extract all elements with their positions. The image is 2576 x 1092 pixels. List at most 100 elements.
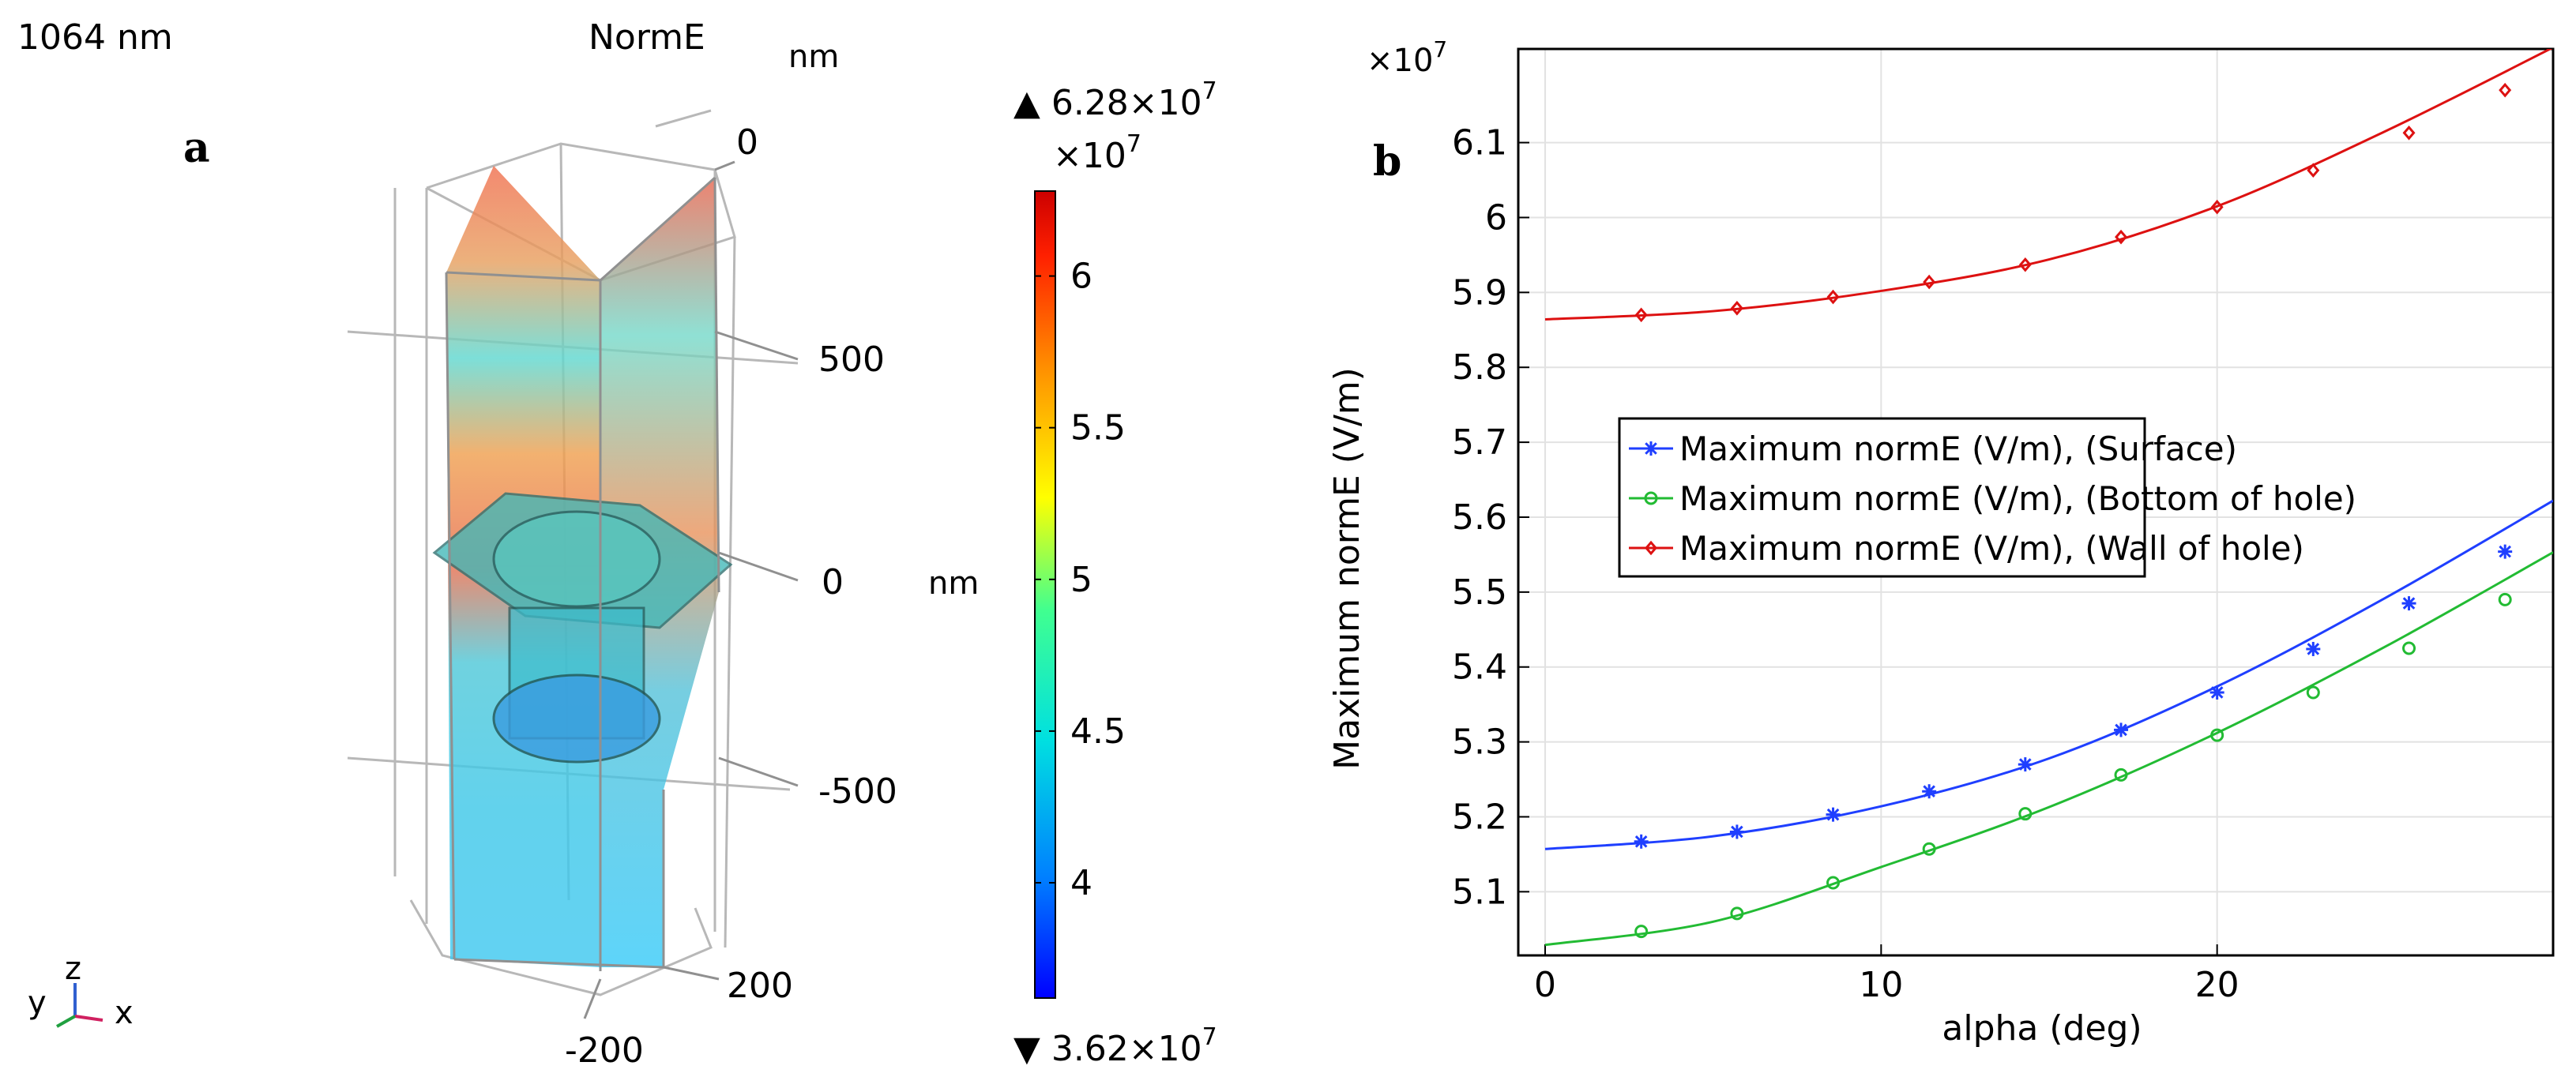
data-point-circle bbox=[2402, 641, 2416, 655]
data-point-asterisk bbox=[1729, 824, 1744, 839]
colorbar-tick-label: 6 bbox=[1070, 257, 1092, 297]
triad-x-axis bbox=[74, 1015, 103, 1022]
data-point-diamond bbox=[2210, 199, 2224, 215]
data-point-diamond bbox=[2018, 257, 2032, 272]
colorbar-tick-label: 4.5 bbox=[1070, 711, 1126, 752]
data-point-stroke bbox=[1645, 442, 1657, 455]
data-point-asterisk bbox=[1826, 807, 1841, 822]
data-point-stroke bbox=[1923, 785, 1935, 798]
colorbar-min-label: ▼ 3.62×107 bbox=[1013, 1023, 1217, 1069]
data-point-diamond bbox=[1645, 540, 1657, 556]
data-point-circle bbox=[2306, 685, 2320, 700]
x-tick-label: 10 bbox=[1859, 965, 1903, 1005]
data-point-circle bbox=[2018, 807, 2033, 821]
plot-frame bbox=[1517, 47, 2555, 957]
triad-y-axis bbox=[56, 1015, 76, 1028]
data-point-circle bbox=[2498, 592, 2512, 606]
data-point-circle bbox=[1730, 906, 1744, 921]
data-point-circle bbox=[2114, 767, 2128, 782]
hole-top-rim bbox=[492, 510, 661, 608]
data-point-diamond bbox=[1730, 300, 1743, 316]
y-tick-label: 5.8 bbox=[1452, 347, 1507, 388]
y-tick-label: 5.6 bbox=[1452, 497, 1507, 538]
legend-box bbox=[1618, 417, 2146, 578]
axis-leader-lines bbox=[583, 160, 799, 1019]
data-point-diamond bbox=[1826, 289, 1840, 305]
data-point-asterisk bbox=[2209, 685, 2224, 700]
colorbar: ▲ 6.28×107 ×107 6 5.5 5 4.5 4 ▼ 3.62×107 bbox=[1013, 77, 1217, 1069]
data-point-stroke bbox=[1634, 835, 1648, 848]
data-point-asterisk bbox=[1922, 784, 1937, 799]
data-point-stroke bbox=[2019, 758, 2032, 771]
series-line bbox=[1544, 49, 2553, 321]
data-point-circle bbox=[1826, 876, 1841, 890]
data-point-asterisk bbox=[2114, 722, 2129, 737]
data-point-diamond bbox=[2115, 229, 2128, 245]
axis-tick-z-500: -500 bbox=[818, 771, 897, 812]
colorbar-tick-label: 4 bbox=[1070, 863, 1092, 903]
series-line bbox=[1544, 499, 2553, 850]
axis-tick-x200: 200 bbox=[727, 966, 793, 1006]
data-point-asterisk bbox=[2018, 757, 2033, 772]
data-point-stroke bbox=[2402, 597, 2416, 610]
wavelength-label: 1064 nm bbox=[17, 17, 173, 58]
x-tick-label: 0 bbox=[1534, 965, 1556, 1005]
colorbar-ticks: 6 5.5 5 4.5 4 bbox=[1035, 257, 1126, 903]
series-surface bbox=[1544, 499, 2553, 850]
y-tick-label: 5.7 bbox=[1452, 422, 1507, 463]
y-tick-label: 5.1 bbox=[1452, 872, 1507, 912]
axis-tick-z0: 0 bbox=[822, 562, 844, 602]
unit-top: nm bbox=[788, 39, 839, 75]
plot-title: NormE bbox=[589, 17, 705, 58]
y-tick-label: 5.5 bbox=[1452, 572, 1507, 613]
panel-b: b ×107 0 10 20 5.1 5.2 5.3 5.4 5.5 5.6 5.7 5.8 5.9 6… bbox=[1327, 36, 2555, 1049]
y-tick-label: 5.3 bbox=[1452, 722, 1507, 763]
data-point-circle bbox=[1634, 925, 1649, 939]
data-point-stroke bbox=[2210, 686, 2224, 699]
triad-z-label: z bbox=[65, 951, 81, 987]
y-tick-label: 5.2 bbox=[1452, 797, 1507, 837]
panel-letter-b: b bbox=[1373, 137, 1401, 186]
legend-label: Maximum normE (V/m), (Surface) bbox=[1679, 430, 2237, 468]
x-tick-label: 20 bbox=[2195, 965, 2239, 1005]
x-axis-label: alpha (deg) bbox=[1942, 1008, 2142, 1049]
series-bottom-of-hole bbox=[1544, 551, 2553, 947]
colorbar-tick-label: 5.5 bbox=[1070, 408, 1126, 448]
data-point-asterisk bbox=[2306, 641, 2321, 656]
data-point-diamond bbox=[1634, 307, 1648, 323]
triad-y-label: y bbox=[28, 985, 47, 1021]
data-point-circle bbox=[1922, 842, 1936, 856]
data-point-circle bbox=[1644, 491, 1658, 505]
y-axis-label: Maximum normE (V/m) bbox=[1327, 367, 1367, 770]
y-tick-label: 5.4 bbox=[1452, 647, 1507, 688]
data-point-asterisk bbox=[2401, 596, 2416, 611]
data-point-circle bbox=[2210, 728, 2224, 742]
data-point-diamond bbox=[2307, 163, 2320, 178]
data-point-stroke bbox=[2499, 545, 2511, 558]
data-point-diamond bbox=[2499, 82, 2512, 98]
y-multiplier: ×107 bbox=[1367, 36, 1447, 79]
triad-x-label: x bbox=[115, 995, 134, 1031]
series-line bbox=[1544, 551, 2553, 947]
data-point-stroke bbox=[1826, 808, 1840, 821]
y-tick-label: 6.1 bbox=[1452, 123, 1507, 163]
data-point-diamond bbox=[1923, 274, 1936, 290]
axis-tick-z500: 500 bbox=[818, 340, 885, 380]
colorbar-max-label: ▲ 6.28×107 bbox=[1013, 77, 1217, 123]
data-point-asterisk bbox=[2498, 544, 2513, 559]
y-tick-label: 5.9 bbox=[1452, 272, 1507, 313]
legend: Maximum normE (V/m), (Surface) Maximum no… bbox=[1618, 417, 2356, 578]
colorbar-multiplier: ×107 bbox=[1053, 130, 1141, 176]
colorbar-tick-label: 5 bbox=[1070, 560, 1092, 600]
field-3d-render bbox=[347, 109, 799, 1019]
legend-label: Maximum normE (V/m), (Wall of hole) bbox=[1679, 529, 2304, 568]
data-point-asterisk bbox=[1644, 441, 1658, 456]
series-wall-of-hole bbox=[1544, 49, 2553, 323]
data-point-stroke bbox=[2307, 643, 2320, 655]
axis-tick-x-200: -200 bbox=[565, 1030, 644, 1071]
colorbar-gradient bbox=[1034, 190, 1056, 999]
hole-bottom bbox=[492, 674, 661, 764]
data-point-stroke bbox=[1731, 825, 1743, 839]
axis-tick-top: 0 bbox=[736, 122, 758, 163]
